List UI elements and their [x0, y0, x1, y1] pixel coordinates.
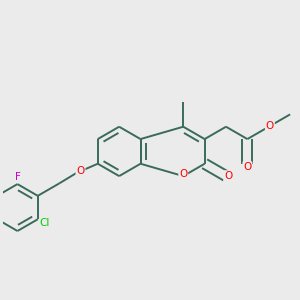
- Text: O: O: [76, 166, 85, 176]
- Text: O: O: [224, 171, 232, 181]
- Text: O: O: [266, 121, 274, 130]
- Text: O: O: [179, 169, 188, 179]
- Text: Cl: Cl: [40, 218, 50, 229]
- Text: O: O: [243, 162, 251, 172]
- Text: F: F: [14, 172, 20, 182]
